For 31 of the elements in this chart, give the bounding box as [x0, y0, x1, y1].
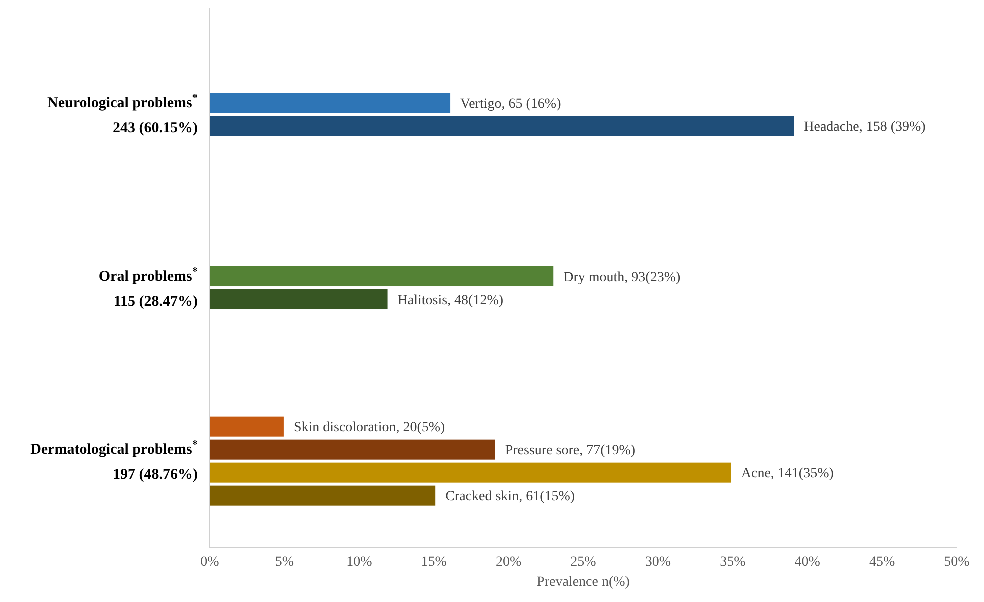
x-tick-label: 25%	[570, 555, 597, 570]
data-label: Dry mouth, 93(23%)	[564, 270, 681, 286]
category-label: Neurological problems$^{*}$ 243 (60.15%)	[48, 92, 198, 136]
x-tick-label: 35%	[720, 555, 746, 570]
x-tick-label: 30%	[645, 555, 672, 570]
data-label: Headache, 158 (39%)	[804, 120, 926, 136]
bar	[210, 266, 554, 287]
x-tick-label: 15%	[421, 555, 448, 570]
bar	[210, 462, 732, 483]
x-tick-label: 0%	[200, 555, 220, 570]
bar	[210, 93, 451, 114]
bar	[210, 289, 388, 310]
bar	[210, 416, 284, 437]
x-tick-label: 5%	[275, 555, 294, 570]
x-tick-label: 40%	[794, 555, 821, 570]
category-label: Oral problems$^{*}$ 115 (28.47%)	[98, 266, 198, 310]
data-label: Acne, 141(35%)	[741, 466, 834, 482]
x-tick-label: 20%	[496, 555, 522, 570]
category-label: Dermatological problems$^{*}$ 197 (48.76%)	[30, 439, 198, 484]
data-label: Vertigo, 65 (16%)	[460, 97, 562, 112]
bar	[210, 440, 496, 460]
x-tick-label: 10%	[346, 555, 373, 570]
data-label: Skin discoloration, 20(5%)	[294, 420, 446, 436]
data-label: Halitosis, 48(12%)	[398, 293, 504, 308]
x-axis-title: Prevalence n(%)	[537, 575, 630, 590]
data-label: Pressure sore, 77(19%)	[505, 444, 636, 459]
bar	[210, 486, 436, 506]
x-tick-label: 45%	[869, 555, 896, 570]
bar	[210, 116, 794, 136]
data-label: Cracked skin, 61(15%)	[446, 490, 576, 505]
x-tick-label: 50%	[944, 555, 970, 570]
